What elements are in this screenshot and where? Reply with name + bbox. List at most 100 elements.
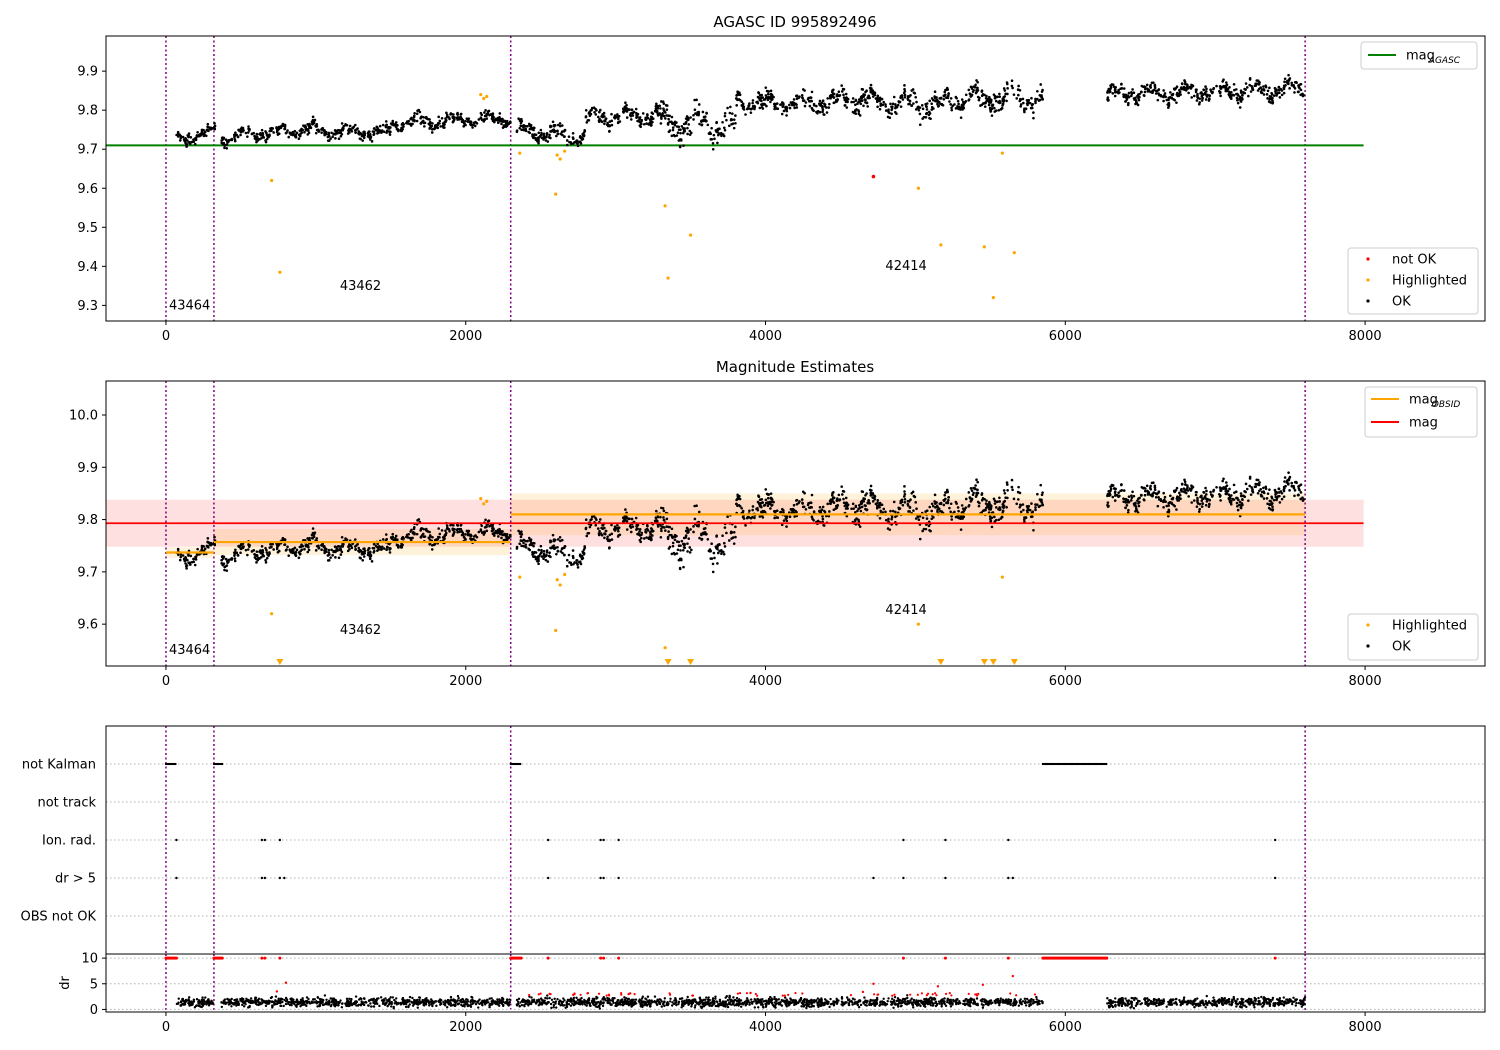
ok-point	[485, 114, 488, 117]
ok-point	[346, 549, 350, 553]
ok-point	[985, 94, 988, 98]
ok-point	[758, 515, 762, 518]
ok-point	[290, 548, 294, 551]
ok-point	[836, 98, 839, 101]
ok-point	[801, 505, 805, 509]
dr-ok-point	[208, 1001, 212, 1004]
ok-point	[748, 102, 751, 105]
ok-point	[255, 140, 258, 144]
ok-point	[1122, 500, 1125, 503]
ok-point	[423, 125, 426, 128]
ok-point	[182, 138, 186, 142]
ok-point	[225, 143, 229, 146]
ok-point	[727, 539, 731, 542]
ok-point	[662, 518, 666, 522]
ok-point	[868, 488, 872, 492]
ok-point	[971, 493, 975, 497]
ok-point	[722, 126, 726, 130]
ok-point	[850, 100, 853, 104]
ok-point	[1154, 495, 1158, 499]
ok-point	[1038, 93, 1042, 97]
ok-point	[1210, 91, 1214, 95]
ok-point	[821, 99, 825, 103]
x-tick-label: 8000	[1349, 674, 1382, 689]
ok-point	[990, 107, 994, 111]
ok-point	[684, 122, 688, 125]
ok-point	[473, 535, 476, 538]
ok-point	[910, 89, 913, 92]
ok-point	[599, 518, 602, 521]
ok-point	[1298, 83, 1301, 87]
flag-point	[602, 838, 605, 842]
ok-point	[1194, 493, 1198, 497]
ok-point	[649, 527, 653, 530]
ok-point	[1287, 82, 1290, 85]
ok-point	[650, 123, 653, 127]
ok-point	[1284, 484, 1287, 488]
ok-point	[715, 121, 718, 125]
ok-point	[1277, 487, 1281, 491]
ok-point	[734, 525, 737, 529]
ok-point	[221, 142, 225, 146]
ok-point	[871, 95, 875, 98]
ok-point	[693, 108, 697, 112]
ok-point	[722, 541, 726, 545]
ok-point	[244, 548, 248, 552]
ok-point	[223, 568, 226, 572]
ok-point	[869, 88, 873, 92]
ok-point	[1218, 91, 1222, 95]
ok-point	[1209, 88, 1212, 91]
ok-point	[258, 137, 261, 141]
ok-point	[662, 114, 666, 118]
dr-ok-point	[305, 996, 309, 999]
ok-point	[929, 529, 932, 533]
ok-point	[862, 498, 865, 501]
ok-point	[677, 128, 681, 131]
ok-point	[860, 505, 864, 509]
ok-point	[690, 131, 693, 135]
ok-point	[788, 515, 792, 519]
ok-point	[187, 561, 190, 565]
ok-point	[522, 128, 525, 132]
ok-point	[773, 516, 776, 520]
ok-point	[993, 502, 997, 505]
ok-point	[586, 119, 590, 122]
ok-point	[800, 498, 804, 501]
flag-point	[519, 762, 522, 766]
ok-point	[1190, 501, 1194, 504]
ok-point	[753, 107, 756, 111]
ok-point	[844, 507, 848, 510]
ok-point	[1186, 87, 1190, 90]
ok-point	[291, 133, 294, 137]
ok-point	[1004, 92, 1007, 96]
ok-point	[533, 133, 537, 136]
ok-point	[788, 106, 792, 110]
ok-point	[1229, 90, 1233, 94]
ok-point	[498, 112, 502, 115]
ok-point	[901, 503, 905, 507]
ok-point	[258, 557, 261, 560]
ok-point	[1251, 87, 1254, 91]
ok-point	[751, 104, 755, 108]
ok-point	[660, 100, 663, 103]
ok-point	[220, 136, 224, 140]
legend-label: Highlighted	[1392, 274, 1467, 289]
ok-point	[437, 115, 440, 119]
ok-point	[960, 516, 964, 519]
ok-point	[560, 538, 564, 542]
ok-point	[549, 546, 553, 550]
ok-point	[565, 139, 569, 142]
ok-point	[998, 508, 1001, 512]
dr-ok-point	[354, 995, 358, 998]
ok-point	[890, 108, 893, 112]
ok-point	[320, 544, 324, 547]
ok-point	[1041, 503, 1045, 507]
ok-point	[1164, 500, 1167, 503]
ok-point	[537, 554, 541, 558]
ok-point	[491, 119, 495, 123]
ok-point	[1134, 509, 1137, 513]
ok-point	[694, 112, 697, 115]
ok-point	[1107, 504, 1110, 508]
ok-point	[435, 538, 438, 541]
ok-point	[246, 131, 250, 134]
